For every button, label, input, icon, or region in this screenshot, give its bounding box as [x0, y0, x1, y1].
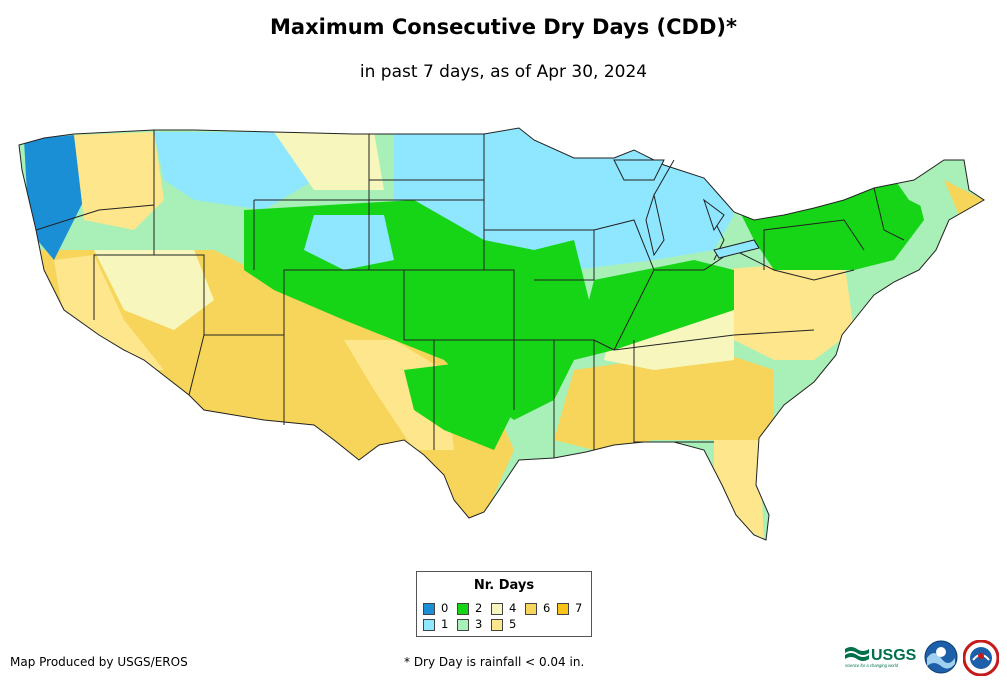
legend-item-7: 7 — [557, 602, 582, 615]
noaa-logo — [924, 640, 958, 674]
great-lakes — [613, 159, 760, 259]
legend-swatch — [525, 602, 537, 615]
us-cdd-map — [18, 127, 985, 541]
legend-item-4: 4 — [491, 602, 516, 615]
region-mid-atlantic-5-days — [714, 260, 854, 360]
usgs-wordmark: USGS — [871, 647, 917, 664]
us-outline — [18, 127, 985, 541]
lake-erie — [713, 239, 760, 259]
legend-label: 7 — [575, 601, 583, 615]
region-mid-south-2-days — [574, 260, 734, 360]
legend-item-0: 0 — [423, 602, 448, 615]
legend-swatch — [491, 618, 503, 631]
region-great-basin-4-days — [94, 250, 214, 330]
legend-box: Nr. Days 0 1 2 3 4 5 6 7 — [416, 571, 592, 637]
legend-swatch — [457, 618, 469, 631]
lake-huron — [703, 198, 725, 232]
border-or-nv-ca — [93, 205, 155, 320]
legend-item-6: 6 — [525, 602, 550, 615]
region-idaho-montana-1-day — [154, 132, 314, 210]
region-montana-4-days — [274, 132, 384, 190]
legend-label: 3 — [475, 617, 483, 631]
legend-item-5: 5 — [491, 618, 516, 631]
lake-superior — [613, 159, 665, 181]
border-vt-nh — [873, 187, 905, 241]
legend-swatch — [423, 618, 435, 631]
border-ga-fl — [633, 340, 714, 443]
legend-label: 4 — [509, 601, 517, 615]
map-credit: Map Produced by USGS/EROS — [10, 655, 188, 669]
region-southeast-6-days — [554, 350, 774, 450]
legend-item-3: 3 — [457, 618, 482, 631]
border-nv-ut-az — [154, 254, 205, 396]
state-borders — [18, 127, 985, 541]
cdd-raster — [19, 128, 984, 540]
map-subtitle: in past 7 days, as of Apr 30, 2024 — [359, 62, 648, 82]
border-wa-or-id — [35, 130, 155, 231]
nws-logo — [963, 640, 999, 676]
map-title: Maximum Consecutive Dry Days (CDD)* — [270, 15, 737, 39]
legend-item-2: 2 — [457, 602, 482, 615]
legend-swatch — [423, 602, 435, 615]
legend-label: 2 — [475, 601, 483, 615]
dry-day-footnote: * Dry Day is rainfall < 0.04 in. — [404, 655, 585, 669]
legend-title: Nr. Days — [473, 578, 535, 593]
usgs-tagline: science for a changing world — [845, 663, 899, 668]
border-pa-ny — [763, 219, 865, 270]
legend-label: 1 — [441, 617, 449, 631]
region-washington-5-days — [74, 132, 164, 230]
border-il-in — [593, 219, 655, 351]
legend-label: 5 — [509, 617, 517, 631]
lake-michigan — [645, 193, 665, 257]
legend-item-1: 1 — [423, 618, 448, 631]
region-oklahoma-texas-2-days — [404, 360, 514, 450]
border-ia-mo — [484, 229, 595, 281]
border-oh-wv-va — [654, 249, 855, 281]
region-colorado-1-day — [304, 215, 394, 270]
legend-swatch — [457, 602, 469, 615]
region-maine-coast-6-days — [944, 180, 984, 215]
border-tn-nc — [613, 329, 815, 351]
legend-swatch — [491, 602, 503, 615]
border-ks-mo — [484, 269, 515, 340]
legend-label: 6 — [543, 601, 551, 615]
border-co-ok-tx — [283, 269, 435, 450]
usgs-logo: USGS science for a changing world — [845, 647, 917, 668]
region-florida-5-days — [714, 440, 764, 540]
legend-swatch — [557, 602, 569, 615]
legend-label: 0 — [441, 601, 449, 615]
